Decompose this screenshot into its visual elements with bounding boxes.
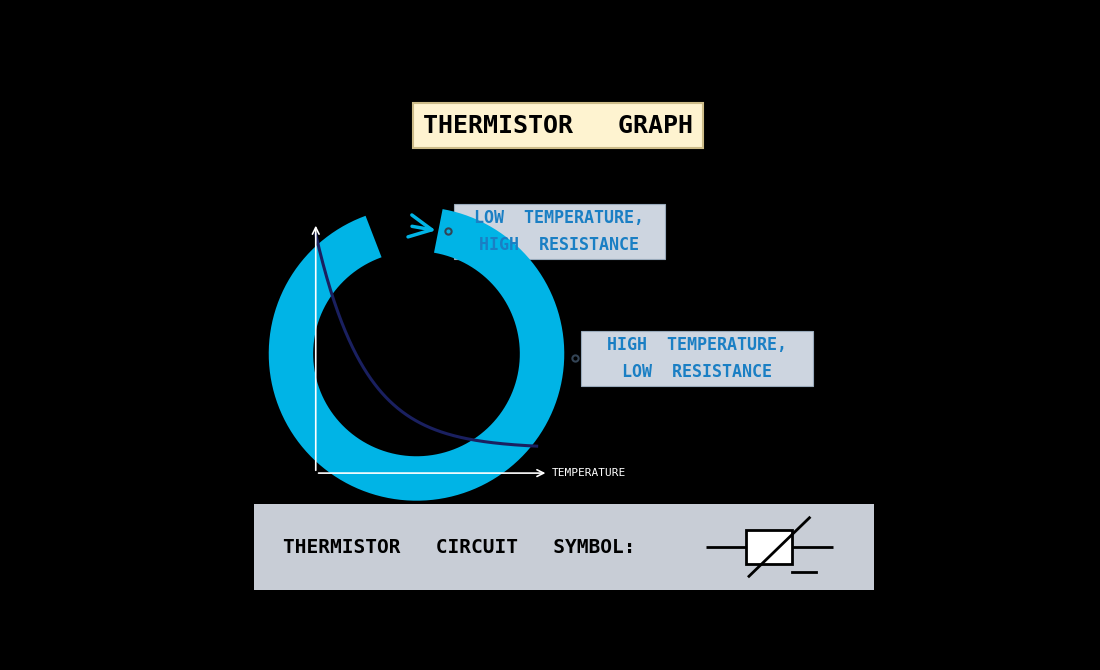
FancyBboxPatch shape [581,331,813,386]
Text: HIGH  TEMPERATURE,
LOW  RESISTANCE: HIGH TEMPERATURE, LOW RESISTANCE [607,336,786,381]
Text: THERMISTOR   CIRCUIT   SYMBOL:: THERMISTOR CIRCUIT SYMBOL: [283,537,636,557]
FancyBboxPatch shape [412,103,703,148]
FancyBboxPatch shape [453,204,664,259]
FancyBboxPatch shape [254,504,873,590]
Text: TEMPERATURE: TEMPERATURE [552,468,626,478]
Text: LOW  TEMPERATURE,
HIGH  RESISTANCE: LOW TEMPERATURE, HIGH RESISTANCE [474,209,645,253]
FancyBboxPatch shape [746,530,792,564]
Text: THERMISTOR   GRAPH: THERMISTOR GRAPH [422,114,693,138]
